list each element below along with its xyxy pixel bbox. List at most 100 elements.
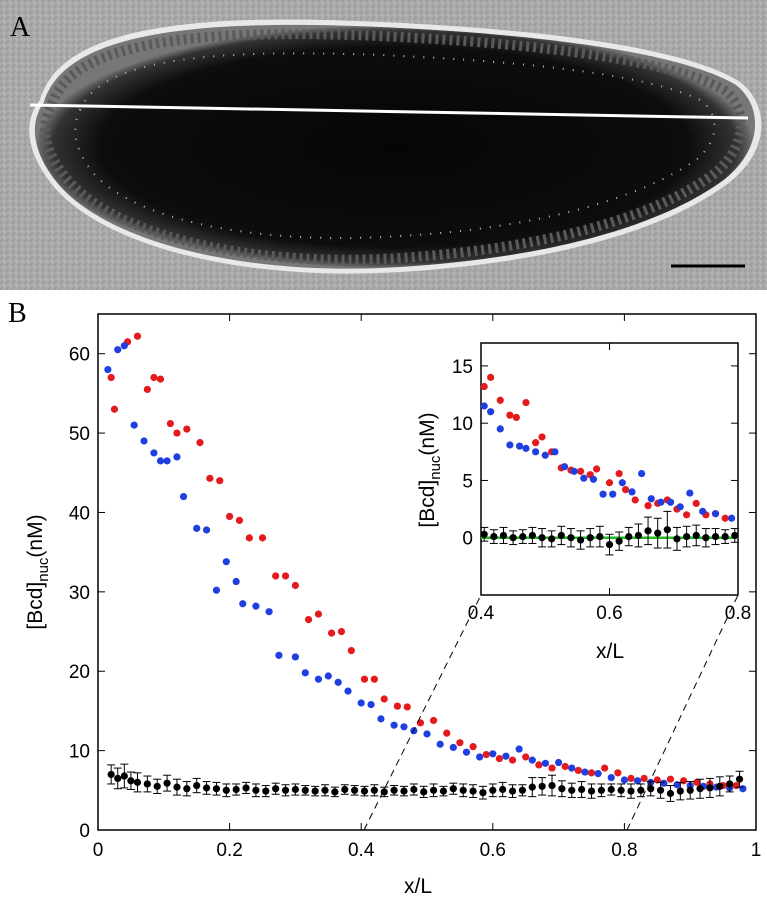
main-blue-point — [344, 687, 352, 695]
main-black-point — [508, 787, 517, 795]
inset-black-point — [615, 537, 623, 545]
main-red-point — [666, 775, 675, 783]
main-blue-point — [449, 743, 457, 752]
inset-black-point — [548, 535, 556, 543]
main-blue-point — [594, 770, 602, 778]
main-black-point — [706, 784, 714, 792]
main-black-point — [607, 785, 615, 794]
main-black-point — [637, 786, 645, 794]
main-red-point — [548, 764, 556, 772]
inset-chart: 0.4 0.6 0.8 0 5 10 15 x/L [Bcd]nuc(nM) — [416, 342, 751, 663]
main-black-point — [558, 785, 566, 793]
inset-blue-point — [560, 463, 569, 471]
main-black-point — [212, 785, 221, 793]
main-red-point — [226, 512, 234, 521]
main-black-point — [666, 789, 675, 798]
main-black-point — [686, 786, 694, 794]
embryo-nuclear-layer — [40, 29, 746, 265]
main-black-point — [716, 782, 724, 790]
inset-y-tick-label: 15 — [452, 357, 473, 378]
inset-blue-point — [487, 408, 495, 416]
inset-black-point — [683, 532, 691, 541]
main-blue-point — [265, 608, 273, 616]
main-black-point — [429, 786, 438, 794]
main-blue-point — [179, 492, 188, 501]
main-black-point — [120, 772, 128, 780]
main-black-point — [127, 777, 135, 785]
inset-red-point — [538, 433, 546, 441]
main-black-point — [114, 774, 122, 783]
main-black-point — [528, 783, 536, 791]
inset-red-point — [532, 439, 540, 447]
main-red-point — [272, 572, 280, 580]
main-red-point — [693, 778, 701, 786]
inset-blue-point — [699, 507, 707, 515]
main-blue-point — [462, 748, 471, 756]
panel-a-letter: A — [10, 12, 31, 43]
inset-blue-point — [570, 467, 578, 475]
inset-black-point — [702, 534, 710, 542]
main-blue-point — [620, 776, 629, 784]
main-black-point — [262, 787, 270, 795]
inset-red-point — [576, 467, 585, 475]
main-blue-point — [239, 600, 247, 608]
main-blue-point — [120, 342, 128, 350]
main-blue-point — [607, 774, 615, 782]
inset-plot-frame — [480, 342, 739, 596]
main-blue-point — [568, 764, 576, 772]
main-black-point — [272, 785, 280, 793]
main-blue-point — [400, 723, 408, 731]
main-blue-point — [555, 758, 563, 767]
inset-red-point — [605, 479, 614, 487]
main-red-point — [561, 762, 569, 771]
main-blue-point — [502, 752, 510, 760]
main-blue-point — [130, 421, 138, 429]
inset-black-point — [499, 531, 508, 540]
inset-blue-point — [532, 448, 540, 456]
inset-blue-point — [506, 441, 514, 449]
inset-red-point — [692, 499, 700, 507]
inset-blue-point — [647, 495, 655, 503]
main-blue-point — [357, 699, 365, 707]
main-blue-point — [476, 753, 484, 761]
main-plot-frame — [97, 313, 757, 831]
main-red-point — [258, 534, 267, 542]
main-black-point — [370, 786, 378, 794]
inset-black-point — [673, 535, 681, 543]
main-blue-point — [140, 437, 148, 445]
zoom-connector-right — [626, 594, 739, 831]
main-black-point — [400, 787, 408, 795]
inset-blue-point — [480, 402, 488, 410]
inset-blue-point — [551, 448, 559, 456]
main-black-point — [183, 785, 191, 793]
main-y-label-sub: nuc — [35, 557, 52, 582]
inset-blue-point — [589, 475, 598, 483]
main-black-point — [518, 786, 527, 794]
main-red-point — [482, 750, 490, 759]
main-black-point — [656, 786, 665, 794]
inset-black-point — [528, 531, 537, 540]
main-black-point — [469, 787, 477, 795]
main-red-point — [235, 516, 244, 525]
main-blue-point — [193, 524, 201, 532]
inset-y-tick-label: 5 — [462, 471, 473, 492]
main-red-point — [360, 675, 369, 683]
main-red-point — [587, 769, 596, 777]
main-black-point — [735, 775, 744, 783]
main-red-point — [535, 761, 543, 769]
main-black-point — [597, 786, 605, 794]
main-blue-point — [156, 457, 165, 465]
inset-black-point — [721, 532, 729, 541]
inset-y-tick-label: 0 — [462, 529, 473, 550]
inset-blue-point — [628, 488, 636, 496]
main-y-label-unit: (nM) — [24, 514, 47, 557]
zoom-connector-left — [363, 594, 482, 831]
main-blue-point — [301, 669, 309, 677]
inset-red-point — [487, 373, 495, 381]
inset-black-point — [596, 532, 604, 541]
main-black-point — [696, 785, 704, 793]
main-red-point — [327, 629, 336, 637]
inset-red-point — [644, 502, 652, 510]
